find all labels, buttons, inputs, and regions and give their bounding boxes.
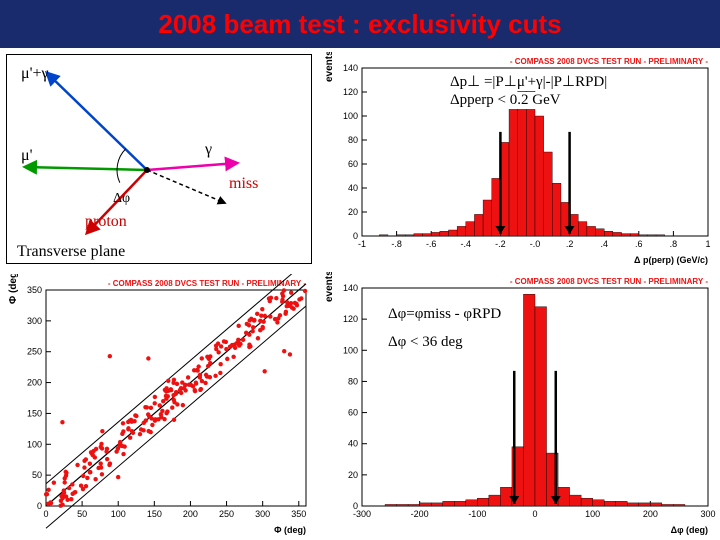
diagram-caption: Transverse plane: [17, 243, 125, 261]
svg-text:events: events: [324, 52, 335, 82]
label-mu-gamma: μ'+γ: [21, 65, 49, 83]
svg-text:20: 20: [348, 470, 358, 480]
svg-text:350: 350: [291, 509, 306, 519]
svg-text:.8: .8: [670, 239, 678, 249]
svg-text:-.6: -.6: [426, 239, 437, 249]
body: μ'+γ μ' γ miss Δφ proton Transverse plan…: [0, 48, 720, 540]
svg-text:120: 120: [343, 87, 358, 97]
svg-text:80: 80: [348, 135, 358, 145]
svg-text:-100: -100: [468, 509, 486, 519]
svg-text:-.8: -.8: [391, 239, 402, 249]
svg-text:Φ (deg): Φ (deg): [274, 525, 306, 535]
svg-text:- COMPASS 2008 DVCS TEST RUN -: - COMPASS 2008 DVCS TEST RUN - PRELIMINA…: [510, 57, 708, 66]
svg-text:events: events: [324, 272, 335, 302]
svg-text:-200: -200: [411, 509, 429, 519]
svg-text:40: 40: [348, 439, 358, 449]
svg-text:50: 50: [32, 470, 42, 480]
svg-text:Δφ (deg): Δφ (deg): [671, 525, 708, 535]
svg-text:-.0: -.0: [530, 239, 541, 249]
svg-text:300: 300: [255, 509, 270, 519]
label-miss: miss: [229, 175, 258, 193]
svg-text:-1: -1: [358, 239, 366, 249]
dphi-formula: Δφ=φmiss - φRPD: [388, 306, 501, 323]
svg-text:80: 80: [348, 376, 358, 386]
svg-text:40: 40: [348, 183, 358, 193]
svg-text:1: 1: [705, 239, 710, 249]
svg-text:150: 150: [147, 509, 162, 519]
svg-text:.6: .6: [635, 239, 643, 249]
svg-text:350: 350: [27, 285, 42, 295]
label-gamma: γ: [205, 141, 212, 159]
svg-text:120: 120: [343, 314, 358, 324]
chart-dphi: -300-200-1000100200300020406080100120140…: [320, 272, 716, 536]
svg-text:- COMPASS 2008 DVCS TEST RUN -: - COMPASS 2008 DVCS TEST RUN - PRELIMINA…: [510, 277, 708, 286]
page-title: 2008 beam test : exclusivity cuts: [158, 9, 561, 40]
svg-text:150: 150: [27, 408, 42, 418]
svg-text:50: 50: [77, 509, 87, 519]
svg-text:0: 0: [532, 509, 537, 519]
svg-text:.2: .2: [566, 239, 574, 249]
svg-text:Δ p(perp) (GeV/c): Δ p(perp) (GeV/c): [634, 255, 708, 265]
svg-text:200: 200: [643, 509, 658, 519]
svg-text:250: 250: [219, 509, 234, 519]
svg-text:140: 140: [343, 63, 358, 73]
dp-cut: Δpperp < 0.2 GeV: [450, 92, 561, 109]
svg-text:100: 100: [111, 509, 126, 519]
svg-text:-.4: -.4: [461, 239, 472, 249]
label-dphi: Δφ: [113, 191, 130, 207]
svg-text:20: 20: [348, 207, 358, 217]
svg-text:250: 250: [27, 347, 42, 357]
svg-text:0: 0: [353, 231, 358, 241]
svg-text:200: 200: [27, 378, 42, 388]
svg-text:100: 100: [343, 111, 358, 121]
title-bar: 2008 beam test : exclusivity cuts: [0, 0, 720, 48]
svg-text:300: 300: [700, 509, 715, 519]
transverse-diagram: μ'+γ μ' γ miss Δφ proton Transverse plan…: [6, 54, 312, 264]
svg-text:0: 0: [37, 501, 42, 511]
svg-text:100: 100: [585, 509, 600, 519]
svg-text:200: 200: [183, 509, 198, 519]
svg-text:60: 60: [348, 159, 358, 169]
svg-text:140: 140: [343, 283, 358, 293]
svg-text:Φ (deg): Φ (deg): [8, 274, 19, 304]
svg-text:300: 300: [27, 316, 42, 326]
dp-formula: Δp⊥ =|P⊥μ'+γ|-|P⊥RPD|: [450, 72, 607, 91]
label-proton: proton: [85, 213, 127, 231]
label-mu: μ': [21, 147, 32, 165]
svg-text:60: 60: [348, 408, 358, 418]
svg-text:100: 100: [27, 439, 42, 449]
dphi-cut: Δφ < 36 deg: [388, 334, 463, 351]
svg-text:-.2: -.2: [495, 239, 506, 249]
svg-text:100: 100: [343, 345, 358, 355]
chart-phi-scatter: 0 50 100 150 200 250 300 350 0 50 100 150 200 250 300 3…: [4, 274, 314, 536]
svg-text:0: 0: [353, 501, 358, 511]
svg-text:0: 0: [43, 509, 48, 519]
svg-text:.4: .4: [600, 239, 608, 249]
